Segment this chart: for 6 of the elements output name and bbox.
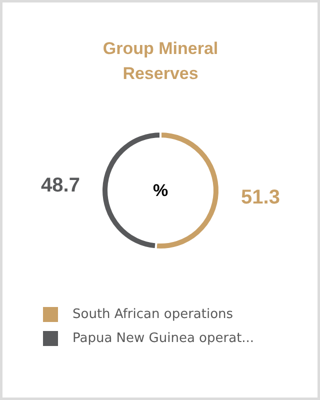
- text: %: [152, 181, 168, 200]
- data-label: 48.7: [41, 174, 80, 196]
- data-label: 51.3: [241, 186, 280, 208]
- legend-label: South African operations: [72, 307, 234, 322]
- chart-title: Group Mineral Reserves: [102, 39, 218, 83]
- legend-label: Papua New Guinea operat...: [72, 331, 254, 346]
